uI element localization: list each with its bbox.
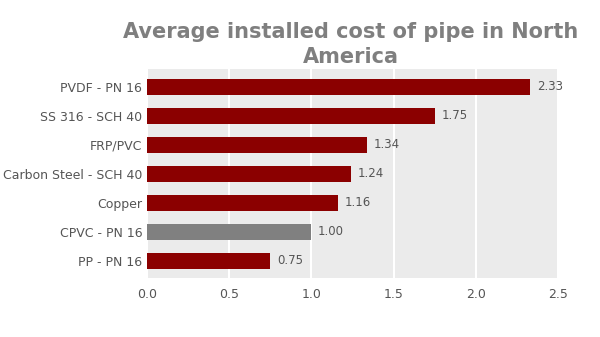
Text: 2.33: 2.33 bbox=[536, 80, 563, 93]
Text: CORZAN: CORZAN bbox=[480, 306, 564, 324]
Text: 1.24: 1.24 bbox=[358, 167, 383, 180]
Text: 1.34: 1.34 bbox=[374, 138, 400, 151]
Bar bbox=[147, 194, 338, 211]
Text: 1.00: 1.00 bbox=[318, 225, 344, 238]
Text: © 2017 The Lubrizol Corporation, all rights reserved. All marks are the property: © 2017 The Lubrizol Corporation, all rig… bbox=[54, 312, 433, 327]
Text: 1.16: 1.16 bbox=[344, 196, 371, 209]
Bar bbox=[147, 136, 367, 153]
Bar bbox=[147, 165, 351, 182]
Text: 6   6: 6 6 bbox=[11, 314, 32, 324]
Bar bbox=[147, 108, 434, 124]
Text: INDUSTRIAL SYSTEMS: INDUSTRIAL SYSTEMS bbox=[488, 328, 556, 333]
Text: 1.75: 1.75 bbox=[441, 109, 467, 122]
Text: Average installed cost of pipe in North
America: Average installed cost of pipe in North … bbox=[124, 22, 578, 67]
Bar bbox=[147, 252, 271, 269]
Text: 0.75: 0.75 bbox=[277, 254, 303, 267]
Bar bbox=[147, 79, 530, 95]
Bar bbox=[147, 223, 311, 240]
